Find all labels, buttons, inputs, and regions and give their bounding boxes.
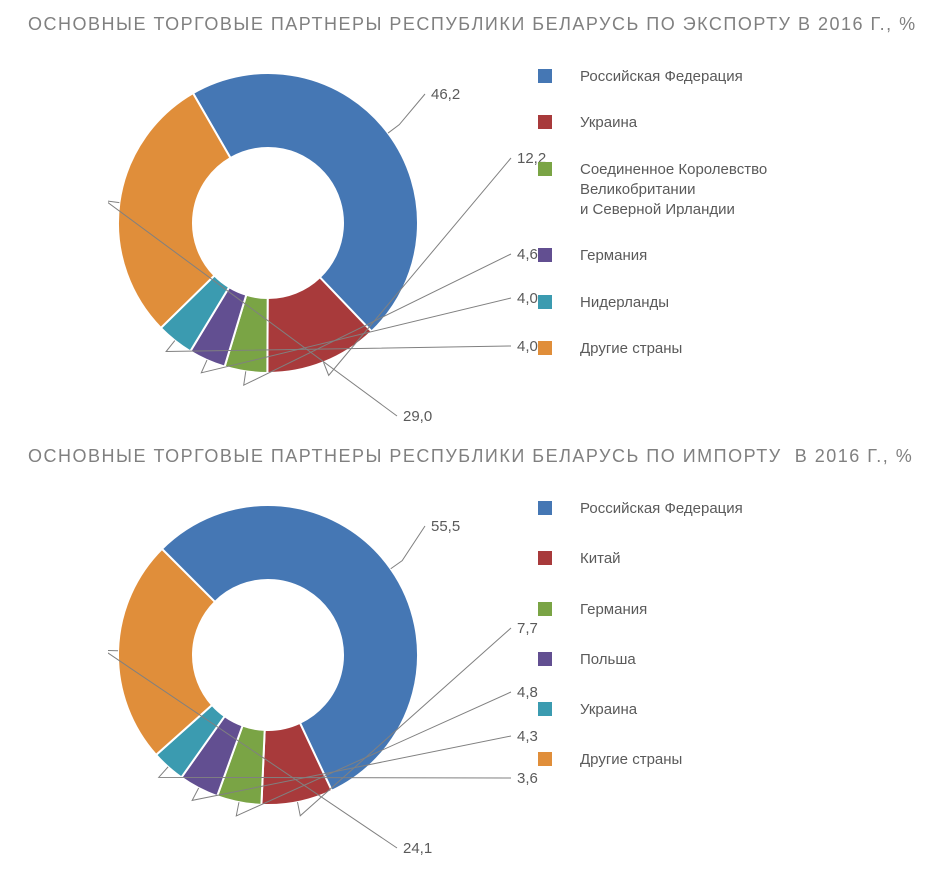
export-chart-body: 46,212,24,64,04,029,0 Российская Федерац…: [28, 35, 908, 415]
legend-label: Польша: [580, 650, 636, 670]
import-legend-item-5: Другие страны: [538, 750, 743, 770]
export-leader-0: [388, 94, 425, 133]
legend-swatch: [538, 501, 552, 515]
import-value-label-1: 7,7: [517, 620, 538, 637]
import-chart-block: ОСНОВНЫЕ ТОРГОВЫЕ ПАРТНЕРЫ РЕСПУБЛИКИ БЕ…: [28, 446, 908, 847]
export-legend-item-1: Украина: [538, 113, 767, 133]
legend-label: Украина: [580, 113, 637, 133]
import-legend-item-3: Польша: [538, 650, 743, 670]
legend-label: Другие страны: [580, 750, 682, 770]
legend-swatch: [538, 162, 552, 176]
export-legend: Российская Федерация Украина Соединенное К…: [538, 67, 767, 385]
legend-swatch: [538, 702, 552, 716]
import-chart-title: ОСНОВНЫЕ ТОРГОВЫЕ ПАРТНЕРЫ РЕСПУБЛИКИ БЕ…: [28, 446, 908, 467]
import-value-label-2: 4,8: [517, 684, 538, 701]
export-chart-block: ОСНОВНЫЕ ТОРГОВЫЕ ПАРТНЕРЫ РЕСПУБЛИКИ БЕ…: [28, 14, 908, 415]
export-value-label-5: 29,0: [403, 408, 432, 425]
legend-swatch: [538, 69, 552, 83]
import-leader-0: [391, 526, 425, 569]
legend-label: Украина: [580, 700, 637, 720]
export-value-label-2: 4,6: [517, 246, 538, 263]
import-value-label-5: 24,1: [403, 840, 432, 857]
export-legend-item-4: Нидерланды: [538, 293, 767, 313]
legend-label: Российская Федерация: [580, 67, 743, 87]
export-legend-item-0: Российская Федерация: [538, 67, 767, 87]
legend-label: Другие страны: [580, 339, 682, 359]
legend-label: Российская Федерация: [580, 499, 743, 519]
legend-label: Соединенное Королевство Великобритании и…: [580, 160, 767, 221]
import-donut: 55,57,74,84,33,624,1: [108, 495, 418, 805]
legend-label: Германия: [580, 246, 647, 266]
legend-swatch: [538, 752, 552, 766]
export-value-label-3: 4,0: [517, 290, 538, 307]
import-chart-body: 55,57,74,84,33,624,1 Российская Федераци…: [28, 467, 908, 847]
legend-swatch: [538, 602, 552, 616]
import-value-label-3: 4,3: [517, 728, 538, 745]
legend-swatch: [538, 115, 552, 129]
export-value-label-0: 46,2: [431, 86, 460, 103]
export-donut: 46,212,24,64,04,029,0: [108, 63, 418, 373]
import-legend-item-0: Российская Федерация: [538, 499, 743, 519]
export-legend-item-5: Другие страны: [538, 339, 767, 359]
legend-label: Китай: [580, 549, 621, 569]
page: ОСНОВНЫЕ ТОРГОВЫЕ ПАРТНЕРЫ РЕСПУБЛИКИ БЕ…: [0, 0, 931, 887]
export-legend-item-3: Германия: [538, 246, 767, 266]
legend-swatch: [538, 248, 552, 262]
import-legend-item-2: Германия: [538, 600, 743, 620]
import-legend-item-1: Китай: [538, 549, 743, 569]
legend-swatch: [538, 341, 552, 355]
legend-swatch: [538, 551, 552, 565]
export-legend-item-2: Соединенное Королевство Великобритании и…: [538, 160, 767, 221]
import-legend: Российская Федерация Китай Германия Польша У…: [538, 499, 743, 801]
legend-label: Нидерланды: [580, 293, 669, 313]
export-value-label-4: 4,0: [517, 338, 538, 355]
import-value-label-4: 3,6: [517, 770, 538, 787]
legend-swatch: [538, 295, 552, 309]
legend-swatch: [538, 652, 552, 666]
import-value-label-0: 55,5: [431, 518, 460, 535]
legend-label: Германия: [580, 600, 647, 620]
export-chart-title: ОСНОВНЫЕ ТОРГОВЫЕ ПАРТНЕРЫ РЕСПУБЛИКИ БЕ…: [28, 14, 908, 35]
import-legend-item-4: Украина: [538, 700, 743, 720]
